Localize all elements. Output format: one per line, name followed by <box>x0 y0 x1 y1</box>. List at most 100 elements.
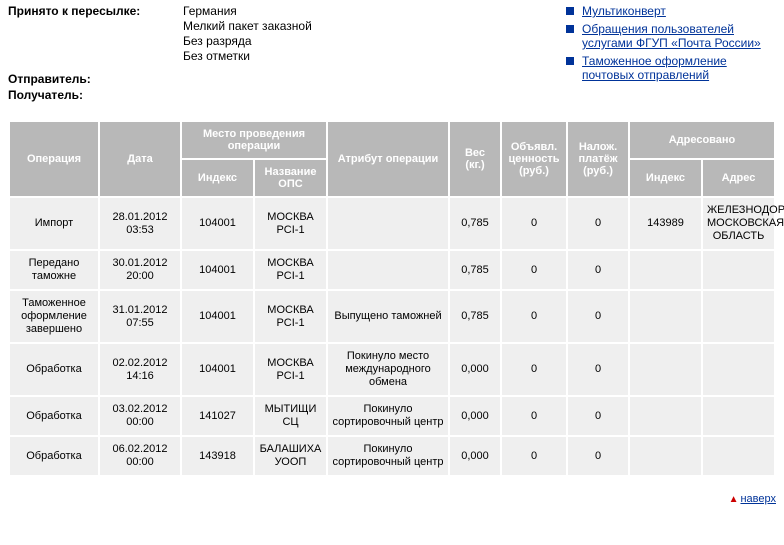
table-row: Обработка03.02.2012 00:00141027МЫТИЩИ СЦ… <box>9 396 775 436</box>
table-cell: 104001 <box>181 250 254 290</box>
table-cell <box>702 396 775 436</box>
th-index: Индекс <box>181 159 254 197</box>
table-cell: 0,000 <box>449 436 501 476</box>
table-cell: Покинуло место международного обмена <box>327 343 449 396</box>
table-row: Импорт28.01.2012 03:53104001МОСКВА PCI-1… <box>9 197 775 250</box>
table-row: Обработка06.02.2012 00:00143918БАЛАШИХА … <box>9 436 775 476</box>
table-cell: МОСКВА PCI-1 <box>254 343 327 396</box>
link-item[interactable]: Обращения пользователей услугами ФГУП «П… <box>566 22 776 50</box>
accepted-label: Принято к пересылке: <box>8 4 183 64</box>
bottom-nav: ▲наверх <box>0 485 784 509</box>
table-cell: 28.01.2012 03:53 <box>99 197 181 250</box>
th-attribute: Атрибут операции <box>327 121 449 197</box>
table-row: Передано таможне30.01.2012 20:00104001МО… <box>9 250 775 290</box>
shipment-info: Принято к пересылке: Германия Мелкий пак… <box>8 4 566 104</box>
th-operation: Операция <box>9 121 99 197</box>
table-cell: Покинуло сортировочный центр <box>327 436 449 476</box>
table-cell <box>629 343 702 396</box>
table-cell: 0,785 <box>449 197 501 250</box>
recipient-label: Получатель: <box>8 88 183 102</box>
table-body: Импорт28.01.2012 03:53104001МОСКВА PCI-1… <box>9 197 775 476</box>
table-row: Таможенное оформление завершено31.01.201… <box>9 290 775 343</box>
table-cell: 0,000 <box>449 396 501 436</box>
table-cell: Выпущено таможней <box>327 290 449 343</box>
th-weight: Вес (кг.) <box>449 121 501 197</box>
table-cell <box>629 290 702 343</box>
table-cell: 0,785 <box>449 250 501 290</box>
table-cell: 0 <box>567 436 629 476</box>
table-cell: 0,000 <box>449 343 501 396</box>
accepted-line: Мелкий пакет заказной <box>183 19 312 34</box>
bullet-icon <box>566 25 574 33</box>
th-ops-name: Название ОПС <box>254 159 327 197</box>
link-text[interactable]: Таможенное оформление почтовых отправлен… <box>582 54 776 82</box>
table-cell <box>629 436 702 476</box>
table-cell: Передано таможне <box>9 250 99 290</box>
table-cell: Импорт <box>9 197 99 250</box>
table-cell: Обработка <box>9 436 99 476</box>
table-cell: 06.02.2012 00:00 <box>99 436 181 476</box>
accepted-line: Без отметки <box>183 49 312 64</box>
th-date: Дата <box>99 121 181 197</box>
table-cell: 0 <box>501 250 567 290</box>
table-cell <box>702 436 775 476</box>
link-item[interactable]: Мультиконверт <box>566 4 776 18</box>
th-address: Адрес <box>702 159 775 197</box>
table-cell: МОСКВА PCI-1 <box>254 290 327 343</box>
link-text[interactable]: Обращения пользователей услугами ФГУП «П… <box>582 22 776 50</box>
th-addr-index: Индекс <box>629 159 702 197</box>
table-cell: 02.02.2012 14:16 <box>99 343 181 396</box>
table-cell: 141027 <box>181 396 254 436</box>
table-cell <box>702 290 775 343</box>
side-links: Мультиконверт Обращения пользователей ус… <box>566 4 776 86</box>
table-cell <box>327 250 449 290</box>
th-addressed: Адресовано <box>629 121 775 159</box>
table-cell: Таможенное оформление завершено <box>9 290 99 343</box>
accepted-line: Германия <box>183 4 312 19</box>
accepted-line: Без разряда <box>183 34 312 49</box>
table-cell: Обработка <box>9 343 99 396</box>
table-cell: 31.01.2012 07:55 <box>99 290 181 343</box>
link-text[interactable]: Мультиконверт <box>582 4 666 18</box>
table-cell <box>702 343 775 396</box>
table-cell: 0 <box>501 290 567 343</box>
table-cell: Обработка <box>9 396 99 436</box>
table-cell <box>327 197 449 250</box>
table-cell: 0,785 <box>449 290 501 343</box>
tracking-table: Операция Дата Место проведения операции … <box>8 120 776 477</box>
bullet-icon <box>566 7 574 15</box>
table-cell: 03.02.2012 00:00 <box>99 396 181 436</box>
table-cell: МЫТИЩИ СЦ <box>254 396 327 436</box>
table-cell: 0 <box>501 436 567 476</box>
table-cell: 0 <box>567 250 629 290</box>
sender-label: Отправитель: <box>8 72 183 86</box>
table-cell: 104001 <box>181 197 254 250</box>
table-cell: Покинуло сортировочный центр <box>327 396 449 436</box>
table-cell <box>629 250 702 290</box>
table-cell: БАЛАШИХА УООП <box>254 436 327 476</box>
up-link[interactable]: наверх <box>740 493 776 505</box>
table-cell <box>629 396 702 436</box>
table-cell: 0 <box>501 343 567 396</box>
table-cell: 104001 <box>181 343 254 396</box>
th-location: Место проведения операции <box>181 121 327 159</box>
link-item[interactable]: Таможенное оформление почтовых отправлен… <box>566 54 776 82</box>
table-cell: ЖЕЛЕЗНОДОРОЖНЫЙ, МОСКОВСКАЯ ОБЛАСТЬ <box>702 197 775 250</box>
up-arrow-icon: ▲ <box>729 494 739 505</box>
table-cell: МОСКВА PCI-1 <box>254 250 327 290</box>
table-row: Обработка02.02.2012 14:16104001МОСКВА PC… <box>9 343 775 396</box>
th-declared: Объявл. ценность (руб.) <box>501 121 567 197</box>
table-cell: 0 <box>567 197 629 250</box>
table-cell: 0 <box>567 343 629 396</box>
table-cell <box>702 250 775 290</box>
th-cod: Налож. платёж (руб.) <box>567 121 629 197</box>
table-cell: 0 <box>501 396 567 436</box>
table-cell: 0 <box>501 197 567 250</box>
table-cell: 104001 <box>181 290 254 343</box>
bullet-icon <box>566 57 574 65</box>
table-cell: 143989 <box>629 197 702 250</box>
table-cell: 143918 <box>181 436 254 476</box>
table-cell: 0 <box>567 290 629 343</box>
top-info-area: Принято к пересылке: Германия Мелкий пак… <box>0 0 784 112</box>
table-cell: 30.01.2012 20:00 <box>99 250 181 290</box>
